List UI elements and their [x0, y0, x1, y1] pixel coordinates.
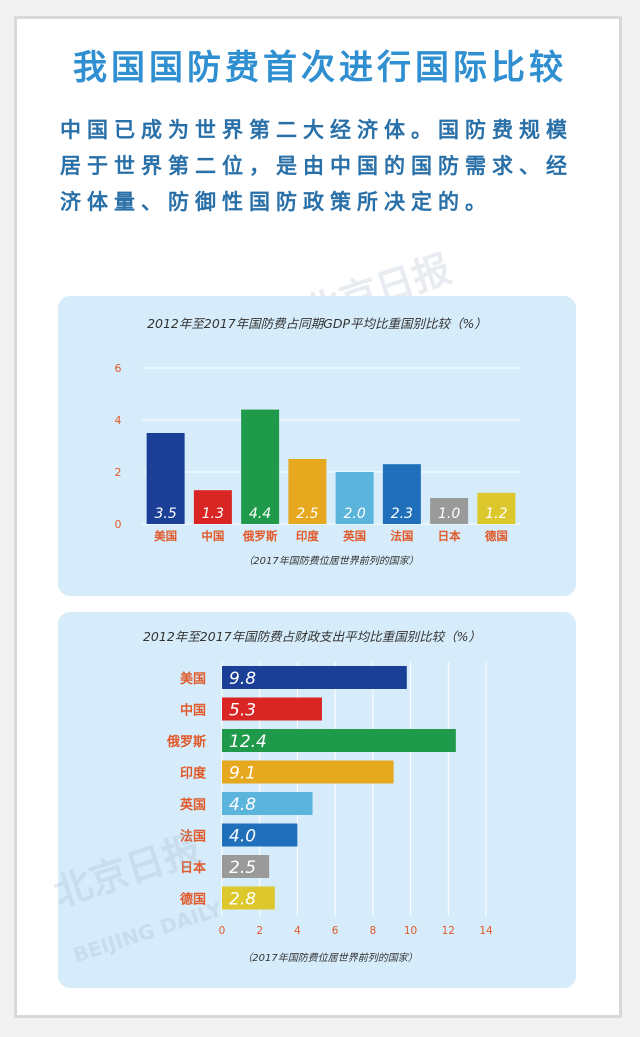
- category-label: 英国: [342, 529, 366, 543]
- category-label: 美国: [180, 671, 206, 687]
- bar: [222, 855, 270, 878]
- y-tick-label: 4: [115, 414, 122, 427]
- bar: [382, 464, 421, 524]
- category-label: 印度: [180, 766, 207, 782]
- category-label: 中国: [180, 703, 206, 719]
- bar: [222, 666, 407, 689]
- data-label: 1.2: [485, 506, 507, 522]
- category-label: 俄罗斯: [242, 529, 278, 543]
- data-label: 12.4: [229, 732, 267, 752]
- bar: [222, 729, 456, 752]
- y-tick-label: 2: [115, 466, 122, 479]
- bar: [193, 490, 232, 524]
- data-label: 3.5: [154, 506, 176, 522]
- bar: [241, 409, 280, 524]
- bar: [222, 792, 313, 815]
- bar: [222, 760, 394, 784]
- x-tick-label: 6: [332, 925, 339, 937]
- x-tick-label: 4: [294, 925, 301, 937]
- chart-note: （2017年国防费位居世界前列的国家）: [242, 952, 417, 964]
- intro-paragraph: 中国已成为世界第二大经济体。国防费规模居于世界第二位，是由中国的国防需求、经济体…: [60, 117, 573, 214]
- fiscal-chart-panel: 2012年至2017年国防费占财政支出平均比重国别比较（%） 0 2 4 6 8 10 12 1…: [58, 612, 576, 988]
- chart-title: 2012年至2017年国防费占财政支出平均比重国别比较（%）: [143, 629, 481, 644]
- gdp-chart-panel: 2012年至2017年国防费占同期GDP平均比重国别比较（%） 0 2 4 6 3.5 美国…: [58, 296, 576, 596]
- page-title: 我国国防费首次进行国际比较: [73, 48, 567, 88]
- data-label: 1.0: [438, 506, 460, 522]
- x-tick-label: 14: [479, 925, 493, 937]
- data-label: 5.3: [229, 701, 256, 721]
- category-label: 法国: [390, 529, 413, 543]
- category-label: 德国: [180, 892, 206, 908]
- data-label: 1.3: [202, 506, 224, 522]
- chart-title: 2012年至2017年国防费占同期GDP平均比重国别比较（%）: [147, 316, 487, 331]
- y-tick-label: 0: [115, 518, 122, 531]
- data-label: 2.5: [296, 506, 318, 522]
- x-tick-label: 12: [442, 925, 455, 937]
- bar: [430, 498, 469, 524]
- category-label: 印度: [296, 529, 319, 543]
- bar: [335, 472, 374, 524]
- bar: [222, 823, 298, 847]
- category-label: 日本: [438, 529, 461, 543]
- category-label: 中国: [201, 529, 224, 543]
- category-label: 美国: [154, 529, 177, 543]
- x-tick-label: 0: [219, 925, 226, 937]
- data-label: 4.4: [249, 506, 271, 522]
- data-label: 2.5: [229, 858, 256, 878]
- chart-note: （2017年国防费位居世界前列的国家）: [243, 555, 418, 567]
- bar: [477, 492, 516, 524]
- data-label: 9.1: [229, 764, 256, 784]
- data-label: 2.3: [391, 506, 413, 522]
- bar: [222, 886, 275, 910]
- gdp-share-chart: 2012年至2017年国防费占同期GDP平均比重国别比较（%） 0 2 4 6 3.5 美国…: [115, 316, 520, 567]
- data-label: 4.8: [229, 795, 256, 815]
- x-tick-label: 8: [370, 925, 377, 937]
- data-label: 4.0: [229, 827, 256, 847]
- bar: [222, 697, 322, 721]
- data-label: 2.0: [343, 506, 365, 522]
- bar: [146, 433, 185, 524]
- category-label: 俄罗斯: [166, 734, 206, 750]
- data-label: 9.8: [229, 669, 256, 689]
- x-tick-label: 2: [256, 925, 263, 937]
- data-label: 2.8: [229, 890, 256, 910]
- y-tick-label: 6: [115, 362, 122, 375]
- bar: [288, 459, 327, 524]
- category-label: 德国: [484, 529, 508, 543]
- category-label: 英国: [179, 797, 206, 813]
- category-label: 法国: [180, 829, 206, 845]
- x-tick-label: 10: [404, 925, 417, 937]
- fiscal-share-chart: 2012年至2017年国防费占财政支出平均比重国别比较（%） 0 2 4 6 8 10 12 1…: [143, 629, 493, 964]
- category-label: 日本: [180, 860, 206, 876]
